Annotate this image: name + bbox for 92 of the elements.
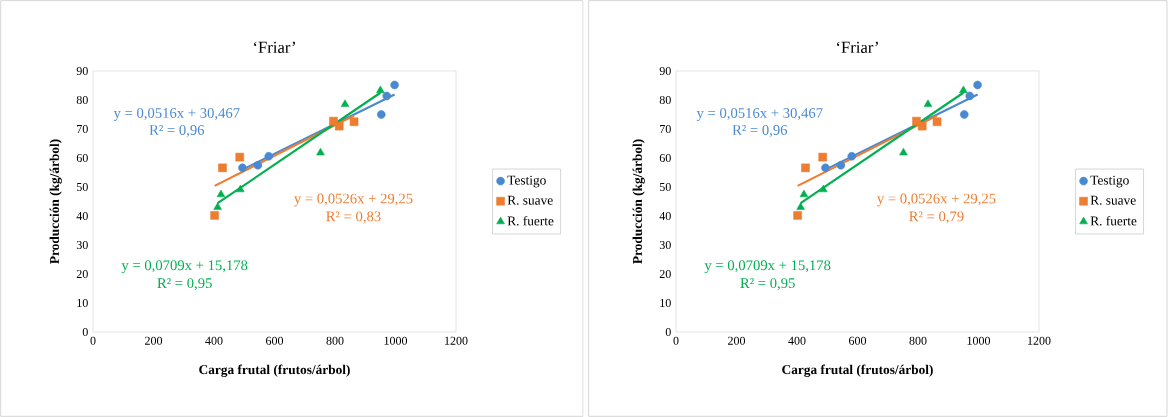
x-tick-label: 800 xyxy=(909,336,927,345)
annotation: y = 0,0709x + 15,178 xyxy=(704,260,831,274)
x-tick-label: 0 xyxy=(673,336,679,345)
y-tick-label: 90 xyxy=(76,66,88,76)
annotation: R² = 0,79 xyxy=(909,211,964,224)
x-tick-label: 200 xyxy=(728,336,746,345)
legend-label: R. fuerte xyxy=(1090,215,1137,226)
annotation: y = 0,0516x + 30,467 xyxy=(113,108,240,121)
y-tick-label: 80 xyxy=(76,95,88,105)
point xyxy=(793,211,802,220)
point xyxy=(238,163,247,173)
point xyxy=(960,110,969,119)
point xyxy=(210,211,219,220)
annotation: R² = 0,83 xyxy=(326,211,381,224)
x-tick-label: 400 xyxy=(788,336,806,345)
annotation: R² = 0,95 xyxy=(740,278,795,291)
annotation: R² = 0,96 xyxy=(149,125,205,138)
chart-title: ‘Friar’ xyxy=(254,41,295,53)
point xyxy=(818,152,827,162)
y-axis-title: Producción (kg/árbol) xyxy=(632,139,645,264)
point xyxy=(216,189,226,198)
point xyxy=(847,151,857,161)
y-axis-title: Producción (kg/árbol) xyxy=(49,139,62,264)
point xyxy=(959,85,968,93)
legend-label: Testigo xyxy=(1090,175,1129,188)
y-tick-label: 50 xyxy=(659,182,671,192)
y-tick-label: 90 xyxy=(659,66,671,76)
legend-label: R. suave xyxy=(1090,195,1136,205)
point xyxy=(377,110,386,119)
x-axis-title: Carga frutal (frutos/árbol) xyxy=(199,364,350,377)
x-tick-label: 400 xyxy=(205,336,223,345)
y-tick-label: 10 xyxy=(77,298,88,308)
point xyxy=(390,80,399,90)
annotation: y = 0,0526x + 29,25 xyxy=(294,193,413,207)
legend-label: R. suave xyxy=(507,195,553,205)
point xyxy=(801,163,810,173)
y-tick-label: 20 xyxy=(76,269,88,279)
point xyxy=(821,163,830,173)
annotation: R² = 0,96 xyxy=(732,125,788,138)
point xyxy=(264,151,274,161)
x-tick-label: 800 xyxy=(326,336,344,345)
x-tick-label: 200 xyxy=(145,336,163,345)
y-tick-label: 10 xyxy=(660,298,671,308)
y-tick-label: 0 xyxy=(665,327,671,337)
point xyxy=(340,99,350,107)
point xyxy=(382,91,392,101)
y-tick-label: 60 xyxy=(76,153,88,163)
point xyxy=(917,121,927,131)
point xyxy=(236,184,245,193)
point xyxy=(334,121,344,131)
point xyxy=(819,184,828,193)
point xyxy=(799,189,809,198)
point xyxy=(973,80,982,90)
x-axis-title: Carga frutal (frutos/árbol) xyxy=(782,364,933,377)
y-tick-label: 70 xyxy=(77,124,88,134)
point xyxy=(836,160,846,170)
point xyxy=(253,160,263,170)
x-tick-label: 1200 xyxy=(1028,336,1051,345)
y-tick-label: 60 xyxy=(659,153,671,163)
point xyxy=(316,147,325,156)
point xyxy=(932,117,942,127)
chart-title: ‘Friar’ xyxy=(837,41,878,53)
annotation: y = 0,0526x + 29,25 xyxy=(877,193,996,207)
x-tick-label: 1000 xyxy=(967,336,991,345)
legend-label: R. fuerte xyxy=(507,215,554,226)
point xyxy=(376,85,385,93)
annotation: R² = 0,95 xyxy=(157,278,212,291)
y-tick-label: 30 xyxy=(659,240,671,250)
x-tick-label: 0 xyxy=(90,336,96,345)
x-tick-label: 600 xyxy=(849,336,867,345)
y-tick-label: 0 xyxy=(82,327,88,337)
x-tick-label: 1200 xyxy=(445,336,468,345)
y-tick-label: 70 xyxy=(660,124,671,134)
y-tick-label: 40 xyxy=(659,211,671,221)
y-tick-label: 40 xyxy=(76,211,88,221)
x-tick-label: 1000 xyxy=(384,336,408,345)
legend-label: Testigo xyxy=(507,175,546,188)
point xyxy=(796,202,805,210)
annotation: y = 0,0516x + 30,467 xyxy=(696,108,823,121)
point xyxy=(235,152,244,162)
y-tick-label: 80 xyxy=(659,95,671,105)
point xyxy=(899,147,908,156)
x-tick-label: 600 xyxy=(266,336,284,345)
annotation: y = 0,0709x + 15,178 xyxy=(121,260,248,274)
point xyxy=(213,202,222,210)
y-tick-label: 20 xyxy=(659,269,671,279)
point xyxy=(349,117,359,127)
point xyxy=(218,163,227,173)
y-tick-label: 30 xyxy=(76,240,88,250)
y-tick-label: 50 xyxy=(77,182,88,192)
point xyxy=(923,99,933,107)
point xyxy=(965,91,974,101)
